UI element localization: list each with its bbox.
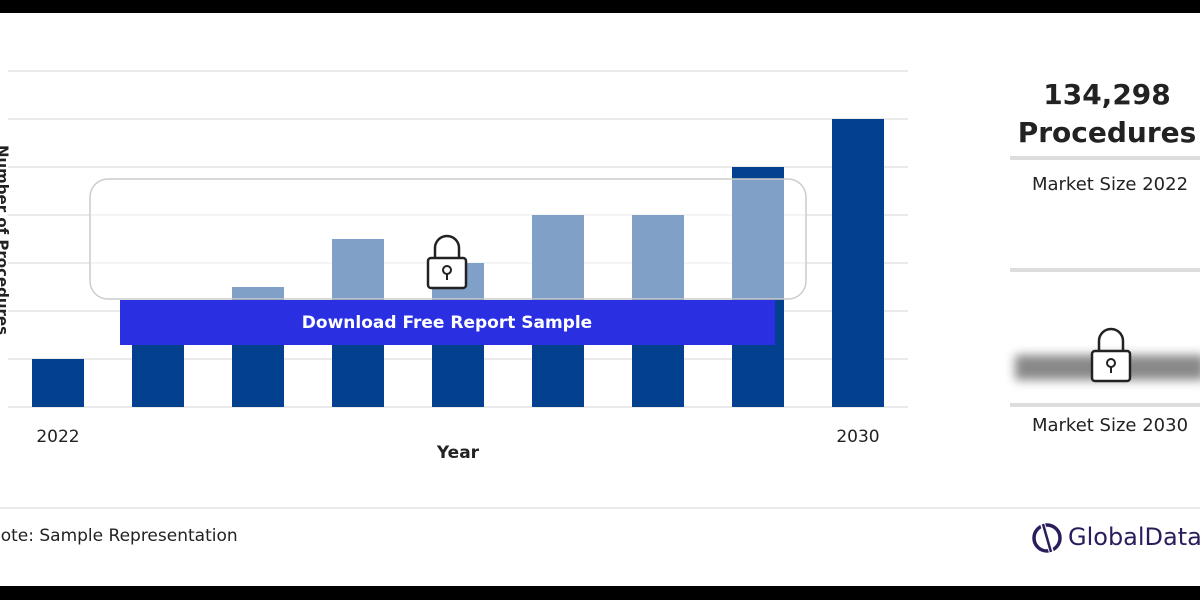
download-button[interactable] bbox=[120, 300, 775, 345]
bar bbox=[32, 359, 84, 407]
x-axis-label: Year bbox=[436, 443, 480, 463]
market-size-value: 134,298 bbox=[1043, 78, 1171, 111]
bottom-bar bbox=[0, 586, 1200, 600]
market-size-2030-label: Market Size 2030 bbox=[1032, 415, 1188, 436]
top-bar bbox=[0, 0, 1200, 13]
market-size-unit: Procedures bbox=[1018, 116, 1197, 149]
market-size-2022-label: Market Size 2022 bbox=[1032, 174, 1188, 195]
x-tick-label: 2030 bbox=[836, 427, 879, 447]
bar bbox=[832, 119, 884, 407]
download-button-label[interactable]: Download Free Report Sample bbox=[302, 313, 592, 333]
y-axis-label: Number of Procedures bbox=[0, 145, 12, 335]
divider bbox=[1010, 403, 1200, 407]
logo: GlobalData bbox=[1032, 521, 1200, 555]
locked-overlay bbox=[89, 178, 807, 300]
footer-note: Note: Sample Representation bbox=[0, 526, 238, 546]
logo-text: GlobalData bbox=[1068, 523, 1200, 551]
lock-icon bbox=[1090, 327, 1132, 383]
divider bbox=[1010, 156, 1200, 160]
divider bbox=[1010, 268, 1200, 272]
x-tick-label: 2022 bbox=[36, 427, 79, 447]
